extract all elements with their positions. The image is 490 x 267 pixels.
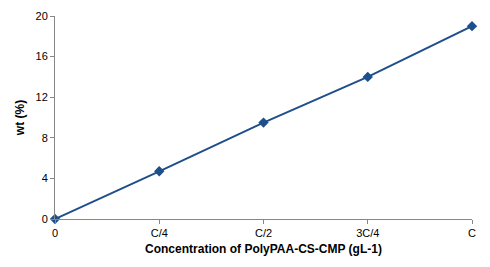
- svg-text:16: 16: [36, 50, 48, 62]
- svg-text:0: 0: [42, 213, 48, 225]
- svg-text:C: C: [468, 227, 476, 239]
- svg-text:4: 4: [42, 172, 48, 184]
- svg-text:wt (%): wt (%): [13, 100, 27, 136]
- svg-text:20: 20: [36, 10, 48, 22]
- svg-text:12: 12: [36, 91, 48, 103]
- svg-text:Concentration of PolyPAA-CS-CM: Concentration of PolyPAA-CS-CMP (gL-1): [145, 242, 382, 256]
- svg-text:C/2: C/2: [255, 227, 272, 239]
- svg-text:0: 0: [52, 227, 58, 239]
- svg-text:8: 8: [42, 132, 48, 144]
- svg-text:C/4: C/4: [151, 227, 168, 239]
- svg-text:3C/4: 3C/4: [356, 227, 379, 239]
